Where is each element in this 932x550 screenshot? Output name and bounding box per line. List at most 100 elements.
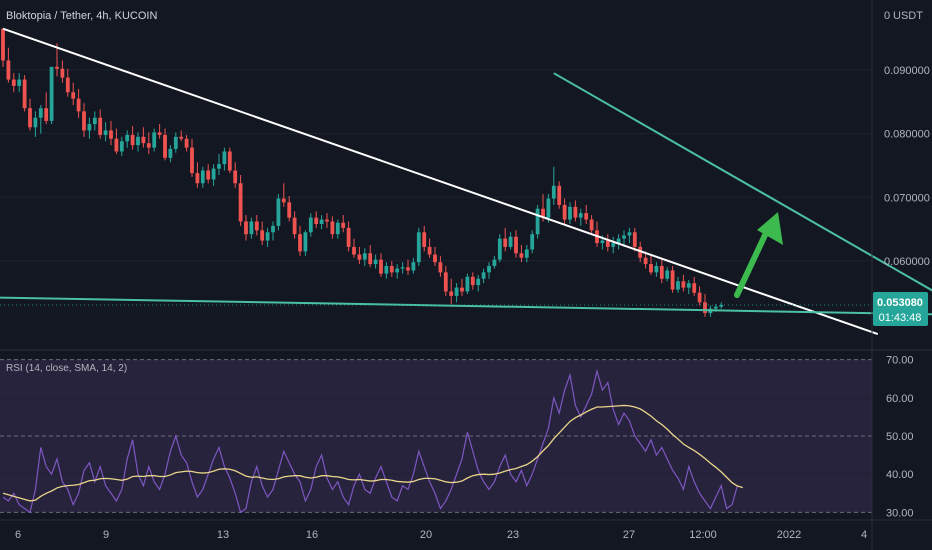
candle [303,230,308,256]
last-price-tag: 0.053080 01:43:48 [873,292,928,326]
candle [719,302,724,309]
candle [38,105,43,134]
rsi-title[interactable]: RSI (14, close, SMA, 14, 2) [6,363,127,374]
candle [546,194,551,223]
candle [346,221,351,252]
candle [17,73,22,93]
candle [481,268,486,284]
rsi-tick-label: 50.00 [886,431,914,443]
time-tick-label: 4 [861,529,867,541]
candle [179,130,184,142]
candle [319,215,324,230]
rsi-grid [0,359,872,513]
bar-countdown: 01:43:48 [879,312,922,324]
candle [514,230,518,258]
candle [535,204,540,239]
candle [373,254,378,269]
candle [76,89,81,118]
rsi-tick-label: 30.00 [886,507,914,519]
candle [11,73,16,93]
candle [649,255,653,275]
trendline[interactable] [553,72,932,315]
candle [136,132,140,152]
candle [92,111,97,131]
time-tick-label: 20 [420,529,432,541]
rsi-ma-line [2,404,743,502]
candle [557,181,562,209]
candle [703,294,707,317]
candle [508,232,513,250]
price-tick-label: 0.090000 [884,65,930,77]
candle [71,82,76,105]
candle [55,43,59,77]
candle [449,278,454,305]
candle [681,274,686,292]
candlestick-series [1,28,724,317]
candle [60,60,65,83]
candle [184,134,189,152]
time-tick-label: 13 [217,529,229,541]
price-axis[interactable]: 0.090000 0.080000 0.070000 0.060000 [884,65,930,268]
candle [244,215,248,241]
candle [152,128,157,152]
candle [632,227,637,252]
candle [163,128,167,161]
time-axis[interactable]: 6 9 13 16 20 23 27 12:00 2022 4 [15,529,867,541]
candle [411,257,416,274]
candle [49,66,54,125]
candle [6,47,11,83]
candle [87,117,92,139]
candle [217,154,221,175]
candle [551,166,556,205]
candle [157,124,162,139]
candle [665,267,670,282]
time-tick-label: 27 [623,529,635,541]
candle [195,162,200,188]
candle [465,273,470,294]
candle [659,259,664,284]
candle [1,28,5,67]
breakout-arrow [734,212,783,298]
last-price-value: 0.053080 [877,297,923,309]
candle [406,259,410,275]
candle [103,122,108,142]
candle [611,236,616,254]
rsi-tick-label: 40.00 [886,469,914,481]
time-tick-label: 16 [306,529,318,541]
candle [168,145,173,163]
rsi-axis[interactable]: 70.00 60.00 50.00 40.00 30.00 [886,355,914,520]
candle [643,251,648,269]
candle [622,230,626,247]
trendline[interactable] [2,27,879,336]
candle [416,227,421,266]
currency-label[interactable]: USDT [893,10,923,22]
candle [325,213,329,228]
candle [146,132,151,154]
candle [670,266,675,293]
candle [589,215,594,235]
candle [395,264,400,279]
time-tick-label: 2022 [777,529,801,541]
candle [438,255,443,277]
trendline[interactable] [0,296,932,316]
candle [389,260,394,277]
candle [109,120,113,146]
rsi-tick-label: 60.00 [886,393,914,405]
trendlines[interactable] [0,27,932,336]
price-tick-label: 0.070000 [884,192,930,204]
candle [433,246,437,266]
candle [260,221,265,245]
candle [292,211,297,239]
candle [568,202,572,224]
rsi-line [2,368,738,514]
candle [503,227,508,252]
candle [227,147,232,174]
time-tick-label: 12:00 [689,529,717,541]
candle [492,255,497,269]
candle [697,286,702,306]
candle [330,216,335,239]
symbol-title[interactable]: Bloktopia / Tether, 4h, KUCOIN [6,10,157,22]
candle [573,200,578,222]
candle [82,103,86,137]
